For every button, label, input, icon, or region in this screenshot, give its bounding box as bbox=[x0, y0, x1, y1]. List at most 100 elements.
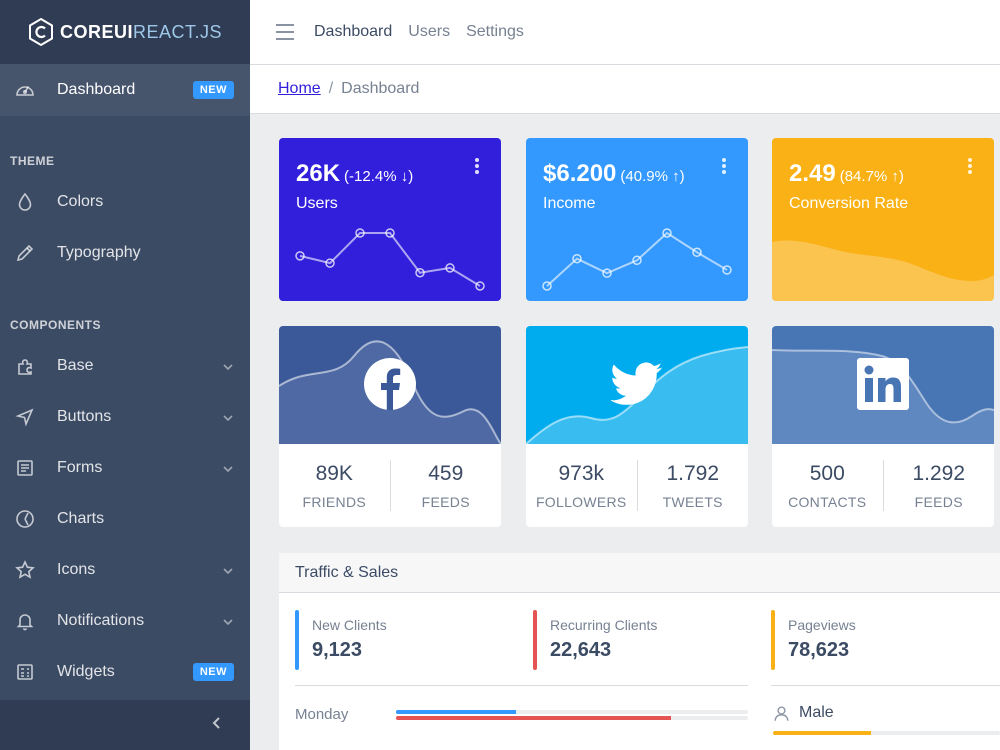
sparkline-point bbox=[662, 228, 672, 238]
sidebar-item-typography[interactable]: Typography bbox=[0, 227, 250, 278]
social-card-linkedin: 500 CONTACTS 1.292 FEEDS bbox=[772, 326, 994, 527]
coreui-logo-icon bbox=[28, 17, 54, 47]
more-options-icon[interactable] bbox=[722, 158, 726, 176]
sidebar-item-label: Icons bbox=[57, 560, 96, 578]
speedometer-icon bbox=[14, 79, 36, 101]
sidebar-item-dashboard[interactable]: Dashboard NEW bbox=[0, 64, 250, 116]
chart-pie-icon bbox=[14, 508, 36, 530]
sidebar-item-icons[interactable]: Icons bbox=[0, 544, 250, 595]
widget-label: Conversion Rate bbox=[789, 195, 909, 212]
widget-label: Income bbox=[543, 195, 596, 212]
sparkline-point bbox=[632, 255, 642, 266]
day-label: Monday bbox=[295, 706, 349, 723]
sparkline-point bbox=[722, 265, 732, 275]
sparkline-point bbox=[325, 258, 335, 268]
income-sparkline bbox=[542, 228, 732, 291]
social-stat: 89K FRIENDS bbox=[302, 461, 367, 510]
sidebar-item-base[interactable]: Base bbox=[0, 340, 250, 391]
card-title: Traffic & Sales bbox=[279, 553, 1000, 593]
progress-male bbox=[773, 731, 1000, 735]
sparkline-point bbox=[572, 253, 582, 264]
breadcrumb-home-link[interactable]: Home bbox=[278, 80, 321, 97]
sidebar-item-label: Forms bbox=[57, 458, 103, 476]
sidebar-item-forms[interactable]: Forms bbox=[0, 442, 250, 493]
conversion-area-chart bbox=[772, 240, 994, 301]
divider bbox=[295, 685, 748, 686]
sidebar: COREUIREACT.JS Dashboard NEW THEME Color… bbox=[0, 0, 250, 750]
sidebar-item-label: Charts bbox=[57, 509, 105, 527]
header-nav-users[interactable]: Users bbox=[408, 23, 451, 40]
divider bbox=[771, 685, 1000, 686]
widget-users: 26K (-12.4% ↓) Users bbox=[279, 138, 501, 301]
pencil-icon bbox=[14, 242, 36, 264]
star-icon bbox=[14, 559, 36, 581]
sidebar-item-label: Colors bbox=[57, 192, 104, 210]
chevron-down-icon bbox=[222, 615, 234, 627]
social-card-facebook: 89K FRIENDS 459 FEEDS bbox=[279, 326, 501, 527]
header-nav-dashboard[interactable]: Dashboard bbox=[314, 23, 393, 40]
callout-recurring-clients: Recurring Clients 22,643 bbox=[533, 610, 657, 670]
header: Dashboard Users Settings bbox=[250, 0, 1000, 65]
bell-icon bbox=[14, 610, 36, 632]
sidebar-item-colors[interactable]: Colors bbox=[0, 176, 250, 227]
chevron-down-icon bbox=[222, 564, 234, 576]
social-stat: 973k FOLLOWERS bbox=[535, 461, 627, 510]
sidebar-item-label: Notifications bbox=[57, 611, 145, 629]
facebook-icon bbox=[364, 358, 416, 410]
widget-conversion-rate: 2.49 (84.7% ↑) Conversion Rate bbox=[772, 138, 994, 301]
breadcrumb: Home / Dashboard bbox=[250, 65, 1000, 114]
sidebar-item-widgets[interactable]: Widgets NEW bbox=[0, 646, 250, 697]
social-stat: 1.792 TWEETS bbox=[636, 460, 749, 511]
chevron-down-icon bbox=[222, 462, 234, 474]
social-stat: 459 FEEDS bbox=[389, 460, 502, 511]
gender-male: Male bbox=[773, 704, 834, 722]
callout-new-clients: New Clients 9,123 bbox=[295, 610, 387, 670]
callout-pageviews: Pageviews 78,623 bbox=[771, 610, 856, 670]
sidebar-item-label: Widgets bbox=[57, 662, 115, 680]
users-sparkline bbox=[295, 228, 485, 291]
twitter-icon bbox=[611, 362, 663, 405]
sidebar-item-charts[interactable]: Charts bbox=[0, 493, 250, 544]
sidebar-section-title: THEME bbox=[10, 154, 55, 168]
sidebar-item-notifications[interactable]: Notifications bbox=[0, 595, 250, 646]
hamburger-menu-icon[interactable] bbox=[276, 24, 294, 40]
sidebar-minimizer[interactable] bbox=[0, 700, 250, 750]
more-options-icon[interactable] bbox=[475, 158, 479, 176]
brand[interactable]: COREUIREACT.JS bbox=[0, 0, 250, 64]
notes-icon bbox=[14, 457, 36, 479]
sidebar-item-label: Typography bbox=[57, 243, 141, 261]
user-icon bbox=[774, 705, 789, 721]
social-header bbox=[526, 326, 748, 444]
widget-value: $6.200 (40.9% ↑) bbox=[543, 160, 685, 187]
chevron-down-icon bbox=[222, 360, 234, 372]
brand-name: COREUIREACT.JS bbox=[59, 21, 223, 42]
new-badge: NEW bbox=[192, 662, 234, 681]
sidebar-item-label: Buttons bbox=[57, 407, 112, 425]
progress-new-clients bbox=[396, 710, 748, 714]
widget-value: 2.49 (84.7% ↑) bbox=[789, 160, 904, 187]
chevron-down-icon bbox=[222, 411, 234, 423]
traffic-sales-card: Traffic & Sales New Clients 9,123 Recurr… bbox=[279, 553, 1000, 750]
sparkline-line bbox=[546, 231, 728, 287]
sidebar-item-label: Base bbox=[57, 356, 94, 374]
sparkline-point bbox=[415, 268, 425, 278]
social-stat: 500 CONTACTS bbox=[788, 461, 867, 510]
sparkline-point bbox=[355, 228, 365, 238]
sparkline-point bbox=[475, 281, 485, 291]
sparkline-point bbox=[385, 228, 395, 238]
social-header bbox=[279, 326, 501, 444]
chevron-left-icon bbox=[210, 716, 224, 735]
sidebar-item-buttons[interactable]: Buttons bbox=[0, 391, 250, 442]
more-options-icon[interactable] bbox=[968, 158, 972, 176]
header-nav-settings[interactable]: Settings bbox=[466, 23, 524, 40]
widget-label: Users bbox=[296, 195, 338, 212]
sidebar-item-label: Dashboard bbox=[57, 81, 136, 98]
sparkline-line bbox=[299, 232, 481, 287]
sparkline-point bbox=[602, 268, 612, 278]
progress-recurring-clients bbox=[396, 716, 748, 720]
drop-icon bbox=[14, 191, 36, 213]
sparkline-point bbox=[692, 247, 702, 258]
sparkline-point bbox=[295, 251, 305, 261]
social-header bbox=[772, 326, 994, 444]
social-stat: 1.292 FEEDS bbox=[882, 460, 995, 511]
